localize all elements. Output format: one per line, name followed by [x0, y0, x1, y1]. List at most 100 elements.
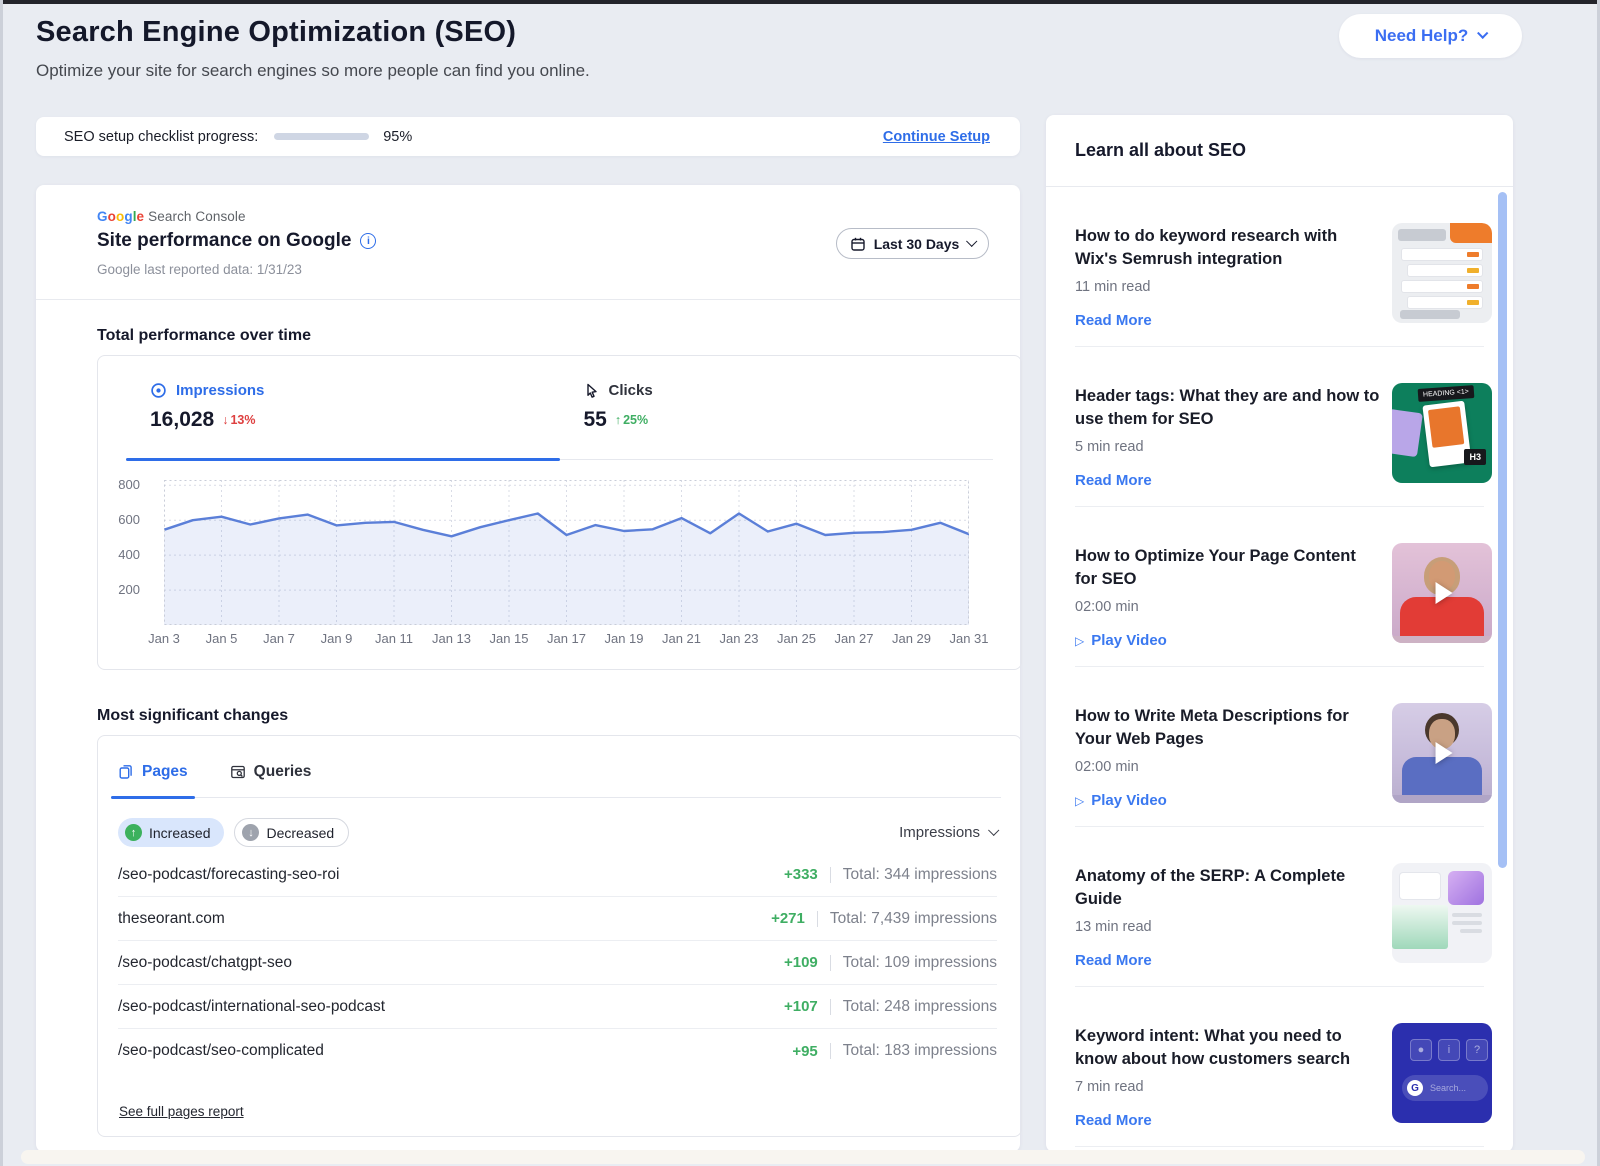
x-tick-label: Jan 29 — [891, 631, 932, 646]
divider — [829, 866, 831, 883]
table-row[interactable]: /seo-podcast/chatgpt-seo +109 Total: 109 … — [118, 941, 997, 985]
significant-changes-panel: Pages Queries ↑ Increased ↓ Decreased Im… — [97, 735, 1022, 1137]
tab-queries[interactable]: Queries — [230, 760, 312, 797]
read-more-link[interactable]: Read More — [1075, 312, 1152, 329]
continue-setup-link[interactable]: Continue Setup — [882, 128, 990, 145]
play-icon — [1435, 582, 1453, 604]
article-card: How to do keyword research with Wix's Se… — [1075, 187, 1492, 347]
article-thumbnail[interactable] — [1392, 863, 1492, 963]
sort-dropdown[interactable]: Impressions — [899, 824, 1000, 841]
arrow-up-icon: ↑ — [614, 413, 622, 427]
article-meta: 02:00 min — [1075, 599, 1139, 615]
section-title-changes: Most significant changes — [97, 707, 289, 724]
pages-icon — [119, 764, 132, 779]
date-range-dropdown[interactable]: Last 30 Days — [836, 228, 989, 259]
read-more-link[interactable]: Read More — [1075, 952, 1152, 969]
chart-y-axis: 200 400 600 800 — [98, 477, 154, 625]
article-thumbnail[interactable]: HEADING <1> H3 — [1392, 383, 1492, 483]
tab-pages[interactable]: Pages — [111, 760, 195, 799]
google-logo-text: Google — [97, 209, 145, 224]
article-title: Keyword intent: What you need to know ab… — [1075, 1027, 1351, 1068]
divider — [829, 954, 831, 971]
y-tick-label: 800 — [118, 477, 140, 493]
filter-decreased[interactable]: ↓ Decreased — [234, 818, 350, 847]
y-tick-label: 400 — [118, 547, 140, 563]
clicks-value: 55 — [583, 408, 607, 431]
video-thumbnail[interactable] — [1392, 543, 1492, 643]
y-tick-label: 600 — [118, 512, 140, 528]
table-row[interactable]: /seo-podcast/forecasting-seo-roi +333 Tot… — [118, 853, 997, 897]
video-thumbnail[interactable] — [1392, 703, 1492, 803]
table-row[interactable]: /seo-podcast/international-seo-podcast +… — [118, 985, 997, 1029]
article-thumbnail[interactable]: ● i? G Search... — [1392, 1023, 1492, 1123]
article-meta: 13 min read — [1075, 919, 1152, 935]
increase-icon: ↑ — [125, 824, 142, 841]
queries-icon — [230, 765, 245, 778]
page-title: Search Engine Optimization (SEO) — [36, 16, 517, 48]
filters-row: ↑ Increased ↓ Decreased Impressions — [118, 818, 1000, 847]
x-tick-label: Jan 5 — [205, 631, 238, 646]
info-icon[interactable]: i — [360, 233, 377, 249]
article-title: How to Write Meta Descriptions for Your … — [1075, 707, 1349, 748]
filter-increased[interactable]: ↑ Increased — [118, 818, 225, 847]
sidebar-scrollbar[interactable] — [1498, 192, 1507, 868]
queries-tab-label: Queries — [253, 762, 312, 780]
impressions-value: 16,028 — [150, 408, 215, 431]
tab-clicks[interactable]: Clicks 55 ↑ 25% — [560, 356, 994, 459]
chevron-down-icon — [988, 824, 1000, 836]
metric-tabs: Impressions 16,028 ↓ 13% Clicks 55 ↑ 25% — [126, 356, 994, 461]
increased-label: Increased — [149, 824, 211, 841]
decreased-label: Decreased — [266, 824, 335, 841]
play-icon: ▷ — [1075, 793, 1085, 808]
calendar-icon — [850, 237, 865, 251]
google-search-console-logo: Google Search Console — [97, 209, 246, 224]
article-thumbnail[interactable] — [1392, 223, 1492, 323]
need-help-button[interactable]: Need Help? — [1339, 14, 1522, 58]
page-url: /seo-podcast/chatgpt-seo — [118, 953, 293, 971]
chart-plot-area — [164, 480, 969, 625]
page-url: theseorant.com — [118, 909, 225, 927]
arrow-down-icon: ↓ — [222, 413, 229, 427]
change-value: +333 — [783, 866, 818, 883]
read-more-link[interactable]: Read More — [1075, 1112, 1152, 1129]
play-icon — [1435, 742, 1453, 764]
x-tick-label: Jan 17 — [546, 631, 587, 646]
x-tick-label: Jan 19 — [604, 631, 644, 646]
x-tick-label: Jan 13 — [431, 631, 472, 646]
article-title: Anatomy of the SERP: A Complete Guide — [1075, 867, 1346, 908]
section-title-performance: Total performance over time — [97, 327, 311, 344]
divider — [829, 1043, 831, 1059]
date-range-label: Last 30 Days — [873, 235, 960, 252]
read-more-link[interactable]: Read More — [1075, 472, 1152, 489]
play-video-link[interactable]: ▷ Play Video — [1075, 792, 1167, 809]
see-full-report-link[interactable]: See full pages report — [119, 1104, 244, 1119]
horizontal-scrollbar[interactable] — [21, 1150, 1585, 1164]
table-row[interactable]: /seo-podcast/seo-complicated +95 Total: 1… — [118, 1029, 997, 1073]
learn-sidebar: Learn all about SEO How to do keyword re… — [1046, 115, 1513, 1152]
pages-table: /seo-podcast/forecasting-seo-roi +333 Tot… — [118, 853, 997, 1073]
x-tick-label: Jan 21 — [661, 631, 702, 646]
decrease-icon: ↓ — [242, 824, 260, 841]
total-impressions: Total: 7,439 impressions — [829, 909, 997, 927]
play-video-link[interactable]: ▷ Play Video — [1075, 632, 1167, 649]
article-card: How to Write Meta Descriptions for Your … — [1075, 667, 1492, 827]
impressions-change: ↓ 13% — [222, 413, 256, 427]
setup-checklist-bar: SEO setup checklist progress: 95% Contin… — [36, 117, 1020, 156]
article-meta: 5 min read — [1075, 439, 1144, 455]
table-row[interactable]: theseorant.com +271 Total: 7,439 impressi… — [118, 897, 997, 941]
total-impressions: Total: 248 impressions — [842, 997, 997, 1015]
article-card: Anatomy of the SERP: A Complete Guide 13… — [1075, 827, 1492, 987]
article-card: How to Optimize Your Page Content for SE… — [1075, 507, 1492, 667]
last-reported-text: Google last reported data: 1/31/23 — [97, 262, 302, 277]
need-help-label: Need Help? — [1374, 26, 1469, 45]
article-list: How to do keyword research with Wix's Se… — [1046, 187, 1513, 1147]
tab-impressions[interactable]: Impressions 16,028 ↓ 13% — [126, 356, 560, 461]
change-value: +107 — [783, 998, 818, 1015]
clicks-change: ↑ 25% — [614, 413, 649, 427]
progress-percent: 95% — [383, 128, 413, 145]
y-tick-label: 200 — [118, 582, 140, 598]
divider — [816, 910, 818, 927]
total-impressions: Total: 183 impressions — [842, 1042, 997, 1059]
clicks-label: Clicks — [608, 382, 653, 399]
